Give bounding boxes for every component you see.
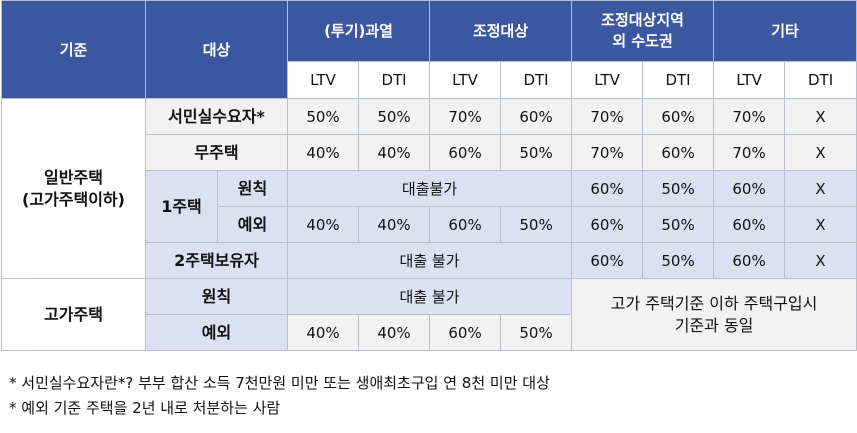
cell-value: 40% (287, 206, 360, 243)
target-principle: 원칙 (144, 278, 289, 315)
subheader-ltv: LTV (713, 61, 786, 99)
table-row: 고가주택 원칙 대출 불가 고가 주택기준 이하 주택구입시 기준과 동일 (1, 278, 857, 351)
cell-value: 60% (429, 206, 502, 243)
cell-value: 60% (713, 206, 786, 243)
target-homeless: 무주택 (144, 134, 289, 171)
header-group-metro-outside: 조정대상지역 외 수도권 (571, 0, 715, 62)
cell-value: 70% (429, 98, 502, 135)
target-exception: 예외 (144, 314, 289, 351)
cell-same-as-general: 고가 주택기준 이하 주택구입시 기준과 동일 (571, 278, 857, 351)
table-row: 예외 40% 40% 60% 50% (2, 314, 857, 351)
category-general-housing: 일반주택 (고가주택이하) (1, 98, 146, 279)
table-row: 1주택 원칙 대출불가 60% 50% 60% X (2, 170, 857, 243)
cell-value: 50% (500, 314, 573, 351)
cell-value: 50% (500, 134, 573, 171)
cell-value: X (784, 98, 857, 135)
category-expensive-housing: 고가주택 (1, 278, 146, 351)
cell-value: 60% (713, 170, 786, 207)
target-two-houses: 2주택보유자 (144, 242, 289, 279)
header-group-adjusted: 조정대상 (429, 0, 573, 62)
cell-value: 50% (358, 98, 431, 135)
cell-value: X (784, 170, 857, 207)
subheader-ltv: LTV (429, 61, 502, 99)
cell-value: X (784, 206, 857, 243)
subheader-ltv: LTV (571, 61, 644, 99)
footnote-low-income: * 서민실수요자란*? 부부 합산 소득 7천만원 미만 또는 생애최초구입 연… (9, 374, 550, 392)
cell-loan-unavailable: 대출불가 (287, 170, 573, 207)
cell-value: 70% (713, 98, 786, 135)
target-one-house: 1주택 (145, 170, 218, 243)
cell-loan-unavailable: 대출 불가 (287, 242, 573, 279)
cell-value: 50% (500, 206, 573, 243)
cell-value: 70% (713, 134, 786, 171)
cell-value: 40% (287, 314, 360, 351)
subheader-dti: DTI (784, 61, 857, 99)
cell-value: 40% (358, 134, 431, 171)
table-row: 2주택보유자 대출 불가 60% 50% 60% X (2, 242, 857, 279)
header-group-overheated: (투기)과열 (287, 0, 431, 62)
cell-value: 50% (642, 170, 715, 207)
table-row: 일반주택 (고가주택이하) 서민실수요자* 50% 50% 70% 60% 70… (1, 98, 857, 279)
cell-value: 40% (358, 206, 431, 243)
table-row: 무주택 40% 40% 60% 50% 70% 60% 70% X (2, 134, 857, 171)
cell-value: 50% (287, 98, 360, 135)
header-group-other: 기타 (713, 0, 857, 62)
cell-loan-unavailable: 대출 불가 (287, 278, 573, 315)
cell-value: 70% (571, 134, 644, 171)
cell-value: 50% (642, 206, 715, 243)
subheader-dti: DTI (358, 61, 431, 99)
cell-value: 60% (713, 242, 786, 279)
subheader-ltv: LTV (287, 61, 360, 99)
cell-value: 50% (642, 242, 715, 279)
cell-value: 60% (642, 98, 715, 135)
header-criteria: 기준 (1, 0, 146, 99)
cell-value: 60% (500, 98, 573, 135)
target-low-income: 서민실수요자* (144, 98, 289, 135)
cell-value: 40% (287, 134, 360, 171)
target-exception: 예외 (216, 206, 289, 243)
cell-value: 60% (429, 314, 502, 351)
cell-value: X (784, 242, 857, 279)
cell-value: 40% (358, 314, 431, 351)
cell-value: 60% (571, 242, 644, 279)
header-target: 대상 (144, 0, 289, 99)
cell-value: X (784, 134, 857, 171)
cell-value: 60% (429, 134, 502, 171)
subheader-dti: DTI (642, 61, 715, 99)
cell-value: 60% (571, 170, 644, 207)
subheader-row: LTV DTI LTV DTI LTV DTI LTV DTI (2, 61, 857, 99)
cell-value: 60% (642, 134, 715, 171)
subheader-dti: DTI (500, 61, 573, 99)
cell-value: 70% (571, 98, 644, 135)
loan-ratio-table: 기준 대상 (투기)과열 조정대상 조정대상지역 외 수도권 기타 LTV DT… (1, 0, 857, 351)
cell-value: 60% (571, 206, 644, 243)
footnote-exception: * 예외 기준 주택을 2년 내로 처분하는 사람 (9, 399, 281, 417)
header-row: 기준 대상 (투기)과열 조정대상 조정대상지역 외 수도권 기타 (1, 0, 857, 99)
target-principle: 원칙 (216, 170, 289, 207)
